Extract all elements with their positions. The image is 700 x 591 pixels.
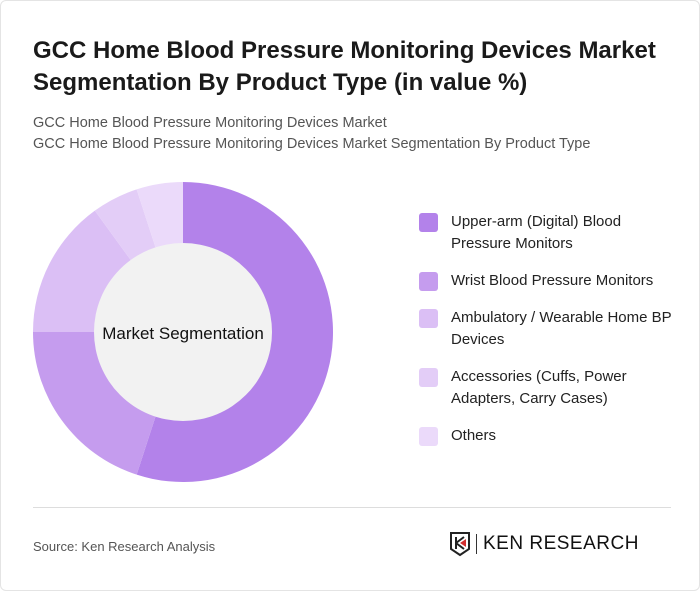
legend-item[interactable]: Upper-arm (Digital) Blood Pressure Monit… [419,211,679,255]
legend-swatch [419,368,438,387]
subtitle-market: GCC Home Blood Pressure Monitoring Devic… [33,115,387,131]
legend-label: Wrist Blood Pressure Monitors [451,272,654,289]
legend-swatch [419,309,438,328]
legend-item[interactable]: Others [419,425,679,447]
legend-swatch [419,213,438,232]
legend-label: Accessories (Cuffs, Power Adapters, Carr… [451,368,627,407]
legend-item[interactable]: Accessories (Cuffs, Power Adapters, Carr… [419,366,679,410]
donut-center [94,243,272,421]
subtitle-segmentation: GCC Home Blood Pressure Monitoring Devic… [33,136,591,152]
ken-research-logo: KEN RESEARCH [449,531,639,557]
legend-swatch [419,272,438,291]
legend-label: Others [451,427,497,444]
legend-swatch [419,427,438,446]
logo-text: KEN RESEARCH [483,533,639,554]
legend: Upper-arm (Digital) Blood Pressure Monit… [419,211,679,462]
source-note: Source: Ken Research Analysis [33,539,216,554]
center-label: Market Segmentation [102,324,264,343]
legend-label: Ambulatory / Wearable Home BP Devices [451,309,672,348]
legend-label: Upper-arm (Digital) Blood Pressure Monit… [451,213,622,252]
chart-title: GCC Home Blood Pressure Monitoring Devic… [33,37,656,96]
donut-chart: Market Segmentation [33,182,333,482]
legend-item[interactable]: Wrist Blood Pressure Monitors [419,270,679,292]
ken-logo-icon [450,532,470,557]
divider [33,507,671,508]
legend-item[interactable]: Ambulatory / Wearable Home BP Devices [419,307,679,351]
